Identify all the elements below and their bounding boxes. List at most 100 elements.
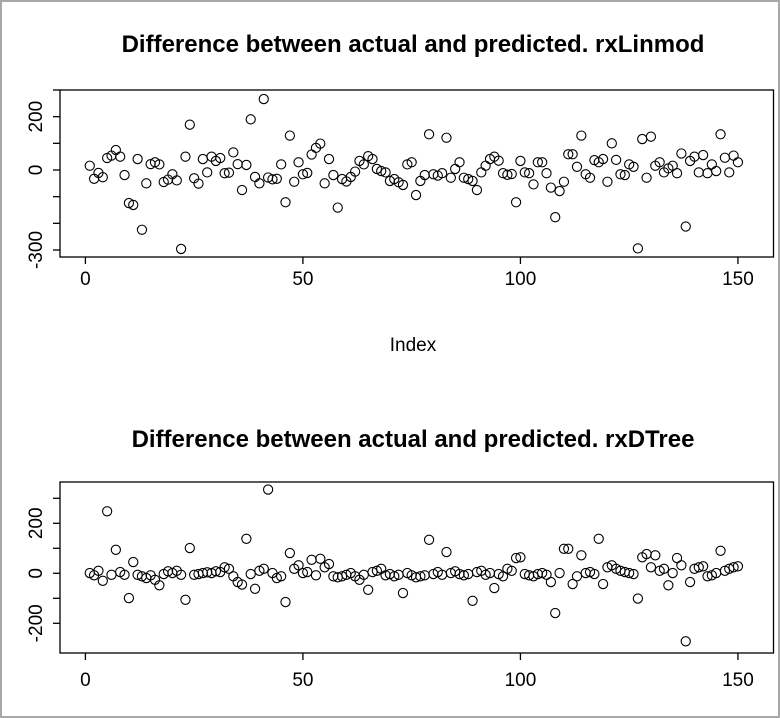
data-point xyxy=(175,569,187,580)
data-point xyxy=(671,168,683,179)
data-point xyxy=(650,550,661,561)
data-point xyxy=(284,547,296,559)
data-point xyxy=(702,571,713,582)
data-point xyxy=(423,129,435,140)
data-point xyxy=(276,571,287,582)
data-point xyxy=(336,571,348,582)
data-point xyxy=(315,553,326,564)
data-point xyxy=(249,171,261,183)
data-point xyxy=(236,184,248,196)
data-point xyxy=(219,562,230,573)
data-point xyxy=(728,562,739,573)
data-point xyxy=(297,169,309,180)
data-point xyxy=(550,212,561,223)
data-point xyxy=(728,150,739,161)
data-point xyxy=(180,151,191,162)
plot1-title: Difference between actual and predicted.… xyxy=(122,31,705,58)
data-point xyxy=(232,158,243,170)
data-point xyxy=(306,149,317,160)
y-tick-label: 0 xyxy=(26,165,47,176)
data-point xyxy=(693,562,704,573)
data-point xyxy=(258,563,269,574)
data-point xyxy=(628,568,639,580)
data-point xyxy=(519,167,530,178)
data-point xyxy=(619,169,630,181)
data-point xyxy=(628,161,639,172)
data-point xyxy=(193,178,204,189)
data-point xyxy=(132,153,143,165)
data-point xyxy=(293,157,304,168)
data-point xyxy=(645,562,657,573)
data-point xyxy=(706,159,717,170)
data-point xyxy=(589,568,600,580)
data-point xyxy=(450,163,461,175)
scatter-plot-rxlinmod: 0 50 100 150 200 0 -300 xyxy=(26,89,775,290)
data-point xyxy=(732,157,744,168)
data-point xyxy=(367,566,378,578)
data-point xyxy=(441,132,452,143)
data-point xyxy=(128,199,139,211)
data-point xyxy=(115,151,126,162)
data-point xyxy=(175,243,187,255)
data-point xyxy=(541,168,552,179)
data-point xyxy=(593,533,604,544)
data-point xyxy=(606,138,617,149)
data-point xyxy=(110,544,122,555)
data-point xyxy=(610,154,622,166)
data-point xyxy=(532,157,543,168)
data-point xyxy=(223,563,235,574)
data-point xyxy=(406,157,417,168)
data-point xyxy=(363,584,374,595)
data-point xyxy=(680,636,691,647)
data-point xyxy=(180,594,191,605)
data-point xyxy=(289,176,300,187)
y-tick-label: -300 xyxy=(26,231,47,269)
data-point xyxy=(445,172,456,183)
data-point xyxy=(267,174,278,185)
data-point xyxy=(550,607,561,619)
data-point xyxy=(315,138,326,149)
data-point xyxy=(202,167,213,178)
data-point xyxy=(732,561,744,572)
data-point xyxy=(497,571,509,582)
data-point xyxy=(123,592,135,604)
data-point xyxy=(584,172,596,183)
data-point xyxy=(276,159,287,170)
data-point xyxy=(223,167,235,178)
data-point xyxy=(358,159,369,170)
data-point xyxy=(711,165,722,177)
data-point xyxy=(480,569,491,580)
data-point xyxy=(171,175,182,186)
data-point xyxy=(306,554,317,565)
data-point xyxy=(658,563,670,574)
data-point xyxy=(367,153,378,165)
data-point xyxy=(676,560,687,571)
x-tick-label: 150 xyxy=(722,269,754,290)
x-tick-label: 100 xyxy=(505,269,537,290)
data-point xyxy=(693,167,704,178)
data-point xyxy=(715,545,726,556)
data-point xyxy=(715,129,726,140)
data-point xyxy=(563,149,574,160)
data-point xyxy=(389,571,400,582)
data-point xyxy=(615,169,626,180)
plot-box xyxy=(59,481,775,654)
data-point xyxy=(458,570,470,581)
data-point xyxy=(436,168,448,179)
data-point xyxy=(641,172,652,183)
data-point xyxy=(245,568,256,580)
data-point xyxy=(136,224,148,235)
data-point xyxy=(576,130,587,141)
data-point xyxy=(523,168,535,179)
data-point xyxy=(271,173,282,184)
data-point xyxy=(349,166,361,177)
data-point xyxy=(332,202,343,213)
data-point xyxy=(506,168,517,180)
data-point xyxy=(558,543,570,554)
data-point xyxy=(645,131,657,142)
data-point xyxy=(515,552,526,563)
data-point xyxy=(489,582,500,594)
x-tick-label: 100 xyxy=(505,670,537,691)
data-point xyxy=(515,155,526,167)
